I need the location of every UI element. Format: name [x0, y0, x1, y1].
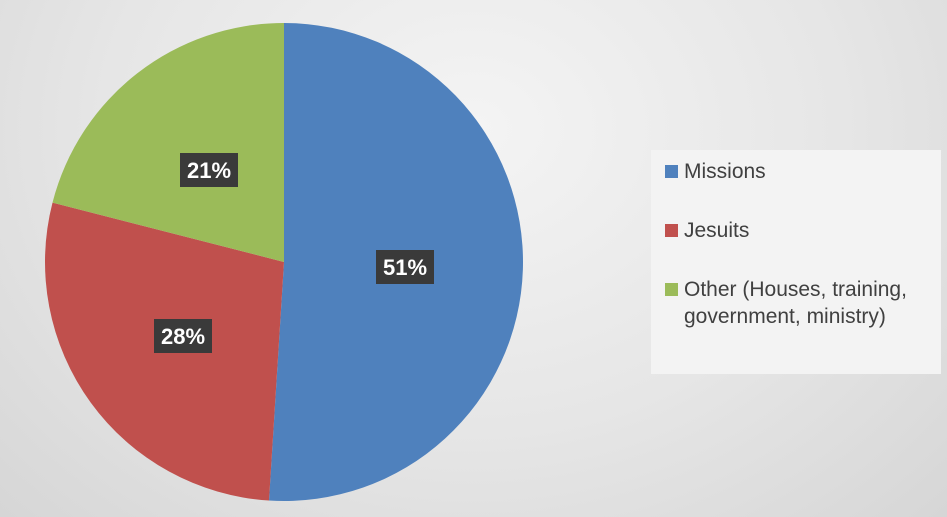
legend-item-jesuits: Jesuits: [665, 217, 941, 244]
chart-legend: Missions Jesuits Other (Houses, training…: [651, 150, 941, 374]
data-label-jesuits: 28%: [154, 319, 212, 353]
legend-item-missions: Missions: [665, 158, 941, 185]
legend-label-other: Other (Houses, training, government, min…: [684, 278, 907, 328]
pie-slice-other: [52, 23, 285, 262]
data-label-other: 21%: [180, 153, 238, 187]
data-label-text-other: 21%: [187, 158, 231, 183]
data-label-box-missions: [376, 250, 434, 284]
pie-slices: [44, 22, 524, 502]
legend-swatch-missions: [665, 165, 678, 178]
legend-item-other: Other (Houses, training, government, min…: [665, 276, 941, 330]
legend-label-jesuits: Jesuits: [684, 219, 750, 242]
pie-data-labels: 51% 28% 21%: [154, 153, 434, 353]
data-label-box-jesuits: [154, 319, 212, 353]
legend-swatch-other: [665, 283, 678, 296]
data-label-box-other: [180, 153, 238, 187]
legend-swatch-jesuits: [665, 224, 678, 237]
data-label-text-jesuits: 28%: [161, 324, 205, 349]
data-label-text-missions: 51%: [383, 255, 427, 280]
data-label-missions: 51%: [376, 250, 434, 284]
legend-label-missions: Missions: [684, 160, 766, 183]
